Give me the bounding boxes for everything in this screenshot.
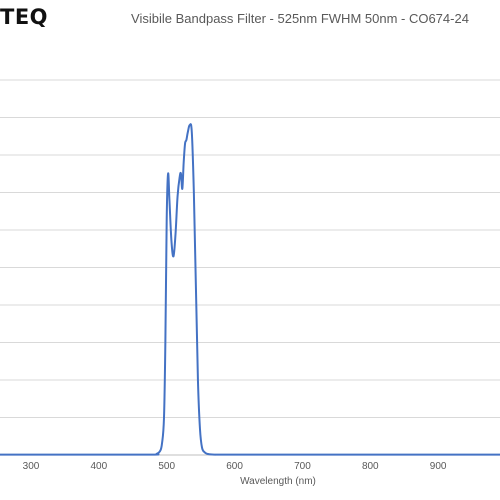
x-tick-label: 500 <box>158 461 175 472</box>
chart-title: Visibile Bandpass Filter - 525nm FWHM 50… <box>131 11 469 26</box>
x-axis-label: Wavelength (nm) <box>240 476 316 487</box>
x-tick-label: 400 <box>91 461 108 472</box>
x-tick-label: 900 <box>430 461 447 472</box>
x-tick-label: 600 <box>226 461 243 472</box>
x-tick-label: 300 <box>23 461 40 472</box>
brand-logo: TEQ <box>0 5 49 29</box>
x-tick-label: 800 <box>362 461 379 472</box>
transmission-series-line <box>0 123 500 456</box>
x-tick-label: 700 <box>294 461 311 472</box>
